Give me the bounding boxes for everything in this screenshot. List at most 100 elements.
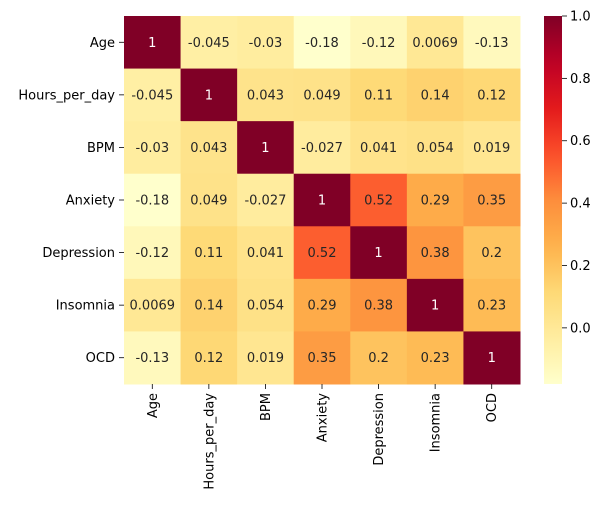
heatmap-cell-6-6 [463,331,521,385]
y-tick-label-5: Insomnia [56,299,115,314]
heatmap-cell-2-0 [124,121,182,175]
heatmap-cell-0-1 [180,16,238,70]
heatmap-value-label-3-6: 0.35 [477,194,506,209]
heatmap-cell-3-6 [463,173,521,227]
y-tick-label-1: Hours_per_day [18,88,115,103]
heatmap-value-label-5-3: 0.29 [308,299,337,314]
colorbar-tick-label-4: 0.8 [570,72,591,87]
heatmap-cell-0-6 [463,16,521,70]
heatmap-value-label-1-2: 0.043 [247,88,284,103]
heatmap-value-label-3-5: 0.29 [421,194,450,209]
heatmap-cell-5-5 [406,278,464,332]
heatmap-cell-0-5 [406,16,464,70]
y-tick-label-4: Depression [42,246,115,261]
heatmap-value-label-1-5: 0.14 [421,88,450,103]
heatmap-cell-4-3 [293,226,351,280]
heatmap-value-label-1-3: 0.049 [303,88,340,103]
heatmap-value-label-6-1: 0.12 [194,351,223,366]
colorbar: 0.0 0.2 0.4 0.6 0.8 1.0 [544,10,591,384]
heatmap-value-label-4-1: 0.11 [194,246,223,261]
heatmap-cell-5-6 [463,278,521,332]
heatmap-cell-1-0 [124,68,182,122]
heatmap-value-label-4-3: 0.52 [308,246,337,261]
heatmap-value-label-2-6: 0.019 [473,141,510,156]
heatmap-cell-5-4 [350,278,408,332]
colorbar-tick-label-2: 0.4 [570,197,591,212]
heatmap-value-label-6-3: 0.35 [308,351,337,366]
heatmap-value-label-3-0: -0.18 [135,194,169,209]
heatmap-cell-6-4 [350,331,408,385]
y-tick-label-6: OCD [86,351,115,366]
heatmap-cell-1-6 [463,68,521,122]
heatmap-cell-2-1 [180,121,238,175]
heatmap-cell-6-5 [406,331,464,385]
heatmap-cell-0-2 [237,16,295,70]
heatmap-value-label-6-0: -0.13 [135,351,169,366]
heatmap-cell-1-4 [350,68,408,122]
heatmap-cell-0-0 [124,16,182,70]
heatmap-cell-2-2 [237,121,295,175]
heatmap-value-label-2-3: -0.027 [301,141,343,156]
heatmap-value-label-0-4: -0.12 [362,36,396,51]
heatmap-cell-5-0 [124,278,182,332]
x-tick-label-1: Hours_per_day [202,393,217,490]
heatmap-value-label-1-1: 1 [205,88,213,103]
heatmap-cell-0-4 [350,16,408,70]
y-tick-label-0: Age [90,36,115,51]
heatmap-cell-2-3 [293,121,351,175]
colorbar-gradient-bar [544,16,562,384]
x-tick-label-2: BPM [259,393,274,421]
heatmap-cell-5-3 [293,278,351,332]
x-tick-label-4: Depression [372,393,387,466]
heatmap-cell-2-6 [463,121,521,175]
heatmap-value-label-3-2: -0.027 [244,194,286,209]
heatmap-cell-6-1 [180,331,238,385]
heatmap-value-label-5-2: 0.054 [247,299,284,314]
heatmap-value-label-2-4: 0.041 [360,141,397,156]
heatmap-cell-1-2 [237,68,295,122]
x-tick-label-5: Insomnia [429,393,444,452]
y-tick-label-3: Anxiety [66,194,116,209]
heatmap-cell-3-5 [406,173,464,227]
heatmap-value-label-0-0: 1 [148,36,156,51]
heatmap-cell-5-1 [180,278,238,332]
heatmap-cell-6-0 [124,331,182,385]
heatmap-value-label-5-4: 0.38 [364,299,393,314]
heatmap-cell-5-2 [237,278,295,332]
heatmap-value-label-4-2: 0.041 [247,246,284,261]
colorbar-tick-label-0: 0.0 [570,321,591,336]
heatmap-value-label-6-5: 0.23 [421,351,450,366]
heatmap-cell-3-1 [180,173,238,227]
heatmap-value-label-5-6: 0.23 [477,299,506,314]
y-axis: Age Hours_per_day BPM Anxiety Depression Inso… [18,36,124,366]
heatmap-value-label-0-1: -0.045 [188,36,230,51]
y-tick-label-2: BPM [87,141,115,156]
heatmap-value-label-5-0: 0.0069 [130,299,176,314]
x-tick-label-6: OCD [485,393,500,422]
heatmap-cell-1-1 [180,68,238,122]
heatmap-cell-2-4 [350,121,408,175]
heatmap-value-label-3-3: 1 [318,194,326,209]
heatmap-cell-3-3 [293,173,351,227]
heatmap-cell-4-4 [350,226,408,280]
heatmap-value-label-0-5: 0.0069 [412,36,458,51]
colorbar-tick-label-1: 0.2 [570,259,591,274]
heatmap-cell-3-0 [124,173,182,227]
heatmap-cell-1-3 [293,68,351,122]
heatmap-value-label-0-2: -0.03 [249,36,283,51]
heatmap-value-label-4-4: 1 [374,246,382,261]
heatmap-value-label-3-1: 0.049 [190,194,227,209]
heatmap-cell-4-0 [124,226,182,280]
heatmap-cell-4-6 [463,226,521,280]
heatmap-value-label-2-2: 1 [261,141,269,156]
heatmap-value-label-2-5: 0.054 [417,141,454,156]
heatmap-value-label-4-5: 0.38 [421,246,450,261]
heatmap-cell-1-5 [406,68,464,122]
heatmap-cell-4-2 [237,226,295,280]
colorbar-tick-label-3: 0.6 [570,134,591,149]
heatmap-value-label-1-4: 0.11 [364,88,393,103]
heatmap-value-label-2-1: 0.043 [190,141,227,156]
heatmap-cell-2-5 [406,121,464,175]
x-tick-label-0: Age [146,393,161,418]
heatmap-cell-4-5 [406,226,464,280]
